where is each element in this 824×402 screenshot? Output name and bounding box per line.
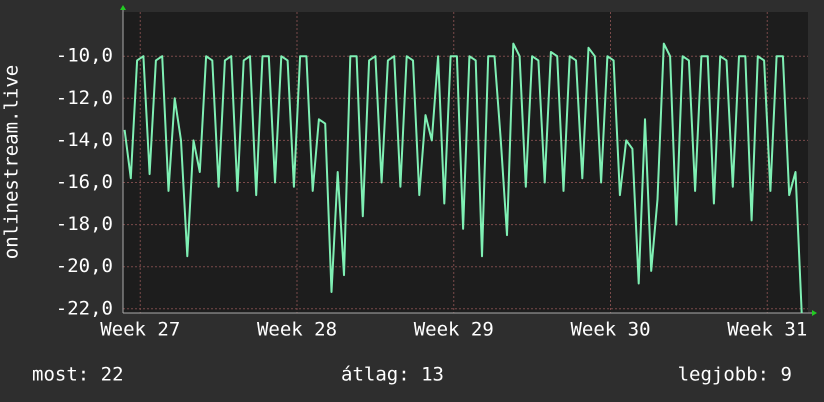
footer-best: legjobb: 9: [678, 364, 792, 386]
y-tick-label: -12,0: [56, 87, 113, 109]
axis-arrow: [812, 310, 817, 316]
y-tick-label: -10,0: [56, 45, 113, 67]
axis-arrow: [120, 5, 126, 10]
y-tick-label: -22,0: [56, 297, 113, 319]
x-tick-label: Week 30: [570, 319, 650, 341]
data-line: [123, 42, 803, 314]
y-axis-label: onlinestream.live: [1, 65, 23, 259]
y-tick-label: -16,0: [56, 171, 113, 193]
footer-current: most: 22: [32, 364, 124, 386]
y-tick-label: -20,0: [56, 255, 113, 277]
y-tick-label: -14,0: [56, 129, 113, 151]
y-tick-label: -18,0: [56, 213, 113, 235]
x-tick-label: Week 29: [414, 319, 494, 341]
x-tick-label: Week 28: [257, 319, 337, 341]
x-tick-label: Week 27: [100, 319, 180, 341]
footer-average: átlag: 13: [341, 364, 444, 386]
x-tick-label: Week 31: [727, 319, 807, 341]
